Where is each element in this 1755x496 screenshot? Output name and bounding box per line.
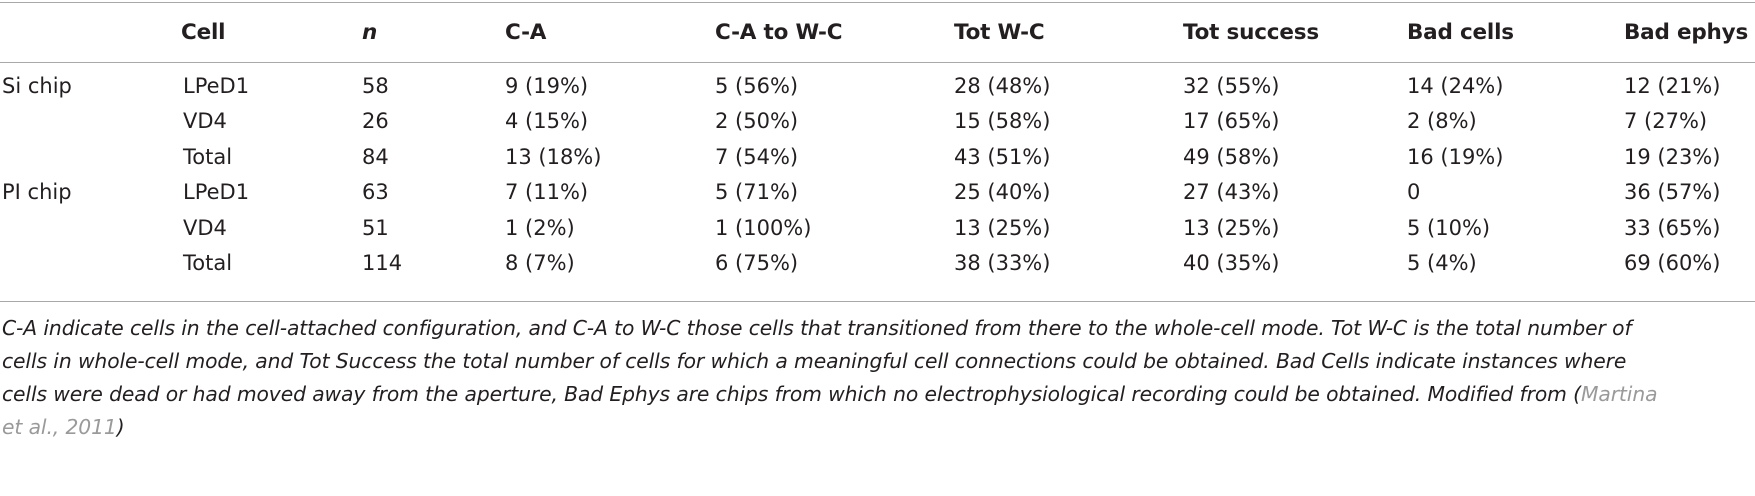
row-tot-wc: 13 (25%) — [954, 215, 1051, 240]
caption-line: cells were dead or had moved away from t… — [2, 378, 1755, 411]
row-bad-cells: 14 (24%) — [1407, 73, 1504, 98]
results-table: Cell n C-A C-A to W-C Tot W-C Tot succes… — [0, 2, 1755, 281]
row-n: 58 — [362, 73, 389, 98]
row-group-label — [0, 210, 181, 246]
table-header-rule — [0, 62, 1755, 63]
row-ca-to-wc: 5 (56%) — [715, 73, 799, 98]
row-n: 114 — [362, 251, 403, 276]
header-cell: Cell — [181, 19, 226, 45]
row-group-label — [0, 246, 181, 282]
table-row: PI chip LPeD1 63 7 (11%) 5 (71%) 25 (40%… — [0, 175, 1755, 211]
row-cell-name: LPeD1 — [183, 73, 250, 98]
row-bad-cells: 16 (19%) — [1407, 144, 1504, 169]
row-tot-wc: 38 (33%) — [954, 251, 1051, 276]
citation-link[interactable]: Martina — [1580, 382, 1658, 406]
table-top-rule — [0, 2, 1755, 3]
row-ca-to-wc: 1 (100%) — [715, 215, 812, 240]
table-row: Total 114 8 (7%) 6 (75%) 38 (33%) 40 (35… — [0, 246, 1755, 282]
row-bad-cells: 5 (4%) — [1407, 251, 1477, 276]
header-bad-ephys: Bad ephys — [1624, 19, 1749, 45]
row-tot-wc: 43 (51%) — [954, 144, 1051, 169]
table-bottom-rule — [0, 301, 1755, 302]
row-cell-name: VD4 — [183, 215, 227, 240]
row-tot-wc: 25 (40%) — [954, 180, 1051, 205]
row-bad-ephys: 7 (27%) — [1624, 109, 1708, 134]
row-tot-success: 17 (65%) — [1183, 109, 1280, 134]
row-group-label — [0, 104, 181, 140]
table-row: Total 84 13 (18%) 7 (54%) 43 (51%) 49 (5… — [0, 139, 1755, 175]
row-group-label — [0, 139, 181, 175]
header-tot-success: Tot success — [1183, 19, 1319, 45]
row-bad-ephys: 19 (23%) — [1624, 144, 1721, 169]
row-cell-name: Total — [183, 144, 233, 169]
row-bad-ephys: 33 (65%) — [1624, 215, 1721, 240]
row-cell-name: LPeD1 — [183, 180, 250, 205]
header-ca-to-wc: C-A to W-C — [715, 19, 843, 45]
row-bad-ephys: 69 (60%) — [1624, 251, 1721, 276]
row-ca-to-wc: 2 (50%) — [715, 109, 799, 134]
row-bad-cells: 0 — [1407, 180, 1421, 205]
row-group-label: PI chip — [2, 180, 72, 205]
row-ca: 8 (7%) — [505, 251, 575, 276]
caption-line-text: cells were dead or had moved away from t… — [2, 382, 1581, 406]
row-bad-cells: 5 (10%) — [1407, 215, 1491, 240]
row-ca: 9 (19%) — [505, 73, 589, 98]
row-tot-success: 27 (43%) — [1183, 180, 1280, 205]
header-ca: C-A — [505, 19, 547, 45]
row-n: 84 — [362, 144, 389, 169]
row-ca: 7 (11%) — [505, 180, 589, 205]
row-n: 63 — [362, 180, 389, 205]
table-row: Si chip LPeD1 58 9 (19%) 5 (56%) 28 (48%… — [0, 62, 1755, 104]
header-tot-wc: Tot W-C — [954, 19, 1045, 45]
row-tot-success: 32 (55%) — [1183, 73, 1280, 98]
row-tot-wc: 15 (58%) — [954, 109, 1051, 134]
row-bad-ephys: 12 (21%) — [1624, 73, 1721, 98]
row-ca-to-wc: 6 (75%) — [715, 251, 799, 276]
row-ca: 1 (2%) — [505, 215, 575, 240]
caption-line: et al., 2011) — [2, 411, 1755, 444]
row-n: 26 — [362, 109, 389, 134]
row-tot-success: 13 (25%) — [1183, 215, 1280, 240]
header-bad-cells: Bad cells — [1407, 19, 1514, 45]
table-row: VD4 51 1 (2%) 1 (100%) 13 (25%) 13 (25%)… — [0, 210, 1755, 246]
caption-close-paren: ) — [116, 415, 125, 439]
table-caption: C-A indicate cells in the cell-attached … — [2, 312, 1755, 444]
caption-line: cells in whole-cell mode, and Tot Succes… — [2, 349, 1627, 373]
row-group-label: Si chip — [2, 73, 72, 98]
row-n: 51 — [362, 215, 389, 240]
header-row: Cell n C-A C-A to W-C Tot W-C Tot succes… — [0, 2, 1755, 62]
row-ca-to-wc: 5 (71%) — [715, 180, 799, 205]
row-bad-ephys: 36 (57%) — [1624, 180, 1721, 205]
row-cell-name: VD4 — [183, 109, 227, 134]
row-tot-success: 49 (58%) — [1183, 144, 1280, 169]
row-ca: 4 (15%) — [505, 109, 589, 134]
row-ca: 13 (18%) — [505, 144, 602, 169]
caption-line: C-A indicate cells in the cell-attached … — [2, 316, 1632, 340]
table-row: VD4 26 4 (15%) 2 (50%) 15 (58%) 17 (65%)… — [0, 104, 1755, 140]
citation-link-continued[interactable]: et al., 2011 — [2, 415, 117, 439]
row-bad-cells: 2 (8%) — [1407, 109, 1477, 134]
row-cell-name: Total — [183, 251, 233, 276]
row-tot-wc: 28 (48%) — [954, 73, 1051, 98]
row-tot-success: 40 (35%) — [1183, 251, 1280, 276]
header-group — [0, 2, 181, 62]
row-ca-to-wc: 7 (54%) — [715, 144, 799, 169]
header-n: n — [362, 19, 378, 45]
